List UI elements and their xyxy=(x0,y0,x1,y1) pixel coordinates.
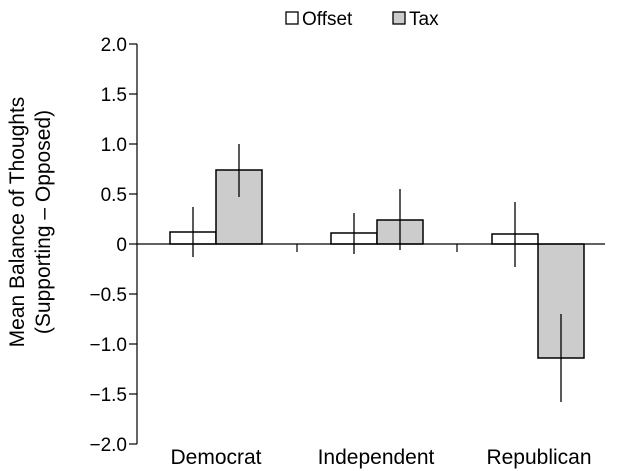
category-label: Democrat xyxy=(170,446,261,469)
y-tick-label: 2.0 xyxy=(101,35,127,56)
y-axis: 2.0 1.5 1.0 0.5 0 −0.5 −1.0 −1.5 −2.0 xyxy=(89,35,138,456)
y-axis-label: Mean Balance of Thoughts (Supporting – Op… xyxy=(6,97,55,348)
bars xyxy=(169,169,585,359)
bar-tax-democrat xyxy=(215,169,263,245)
y-tick-label: −1.0 xyxy=(89,335,127,356)
y-tick-label: −2.0 xyxy=(89,435,127,456)
y-tick-label: 0.5 xyxy=(101,185,127,206)
category-label: Republican xyxy=(486,446,591,469)
legend: Offset Tax xyxy=(285,9,439,30)
category-labels: Democrat Independent Republican xyxy=(170,446,591,469)
legend-label-offset: Offset xyxy=(302,9,353,30)
category-label: Independent xyxy=(318,446,435,469)
legend-swatch-offset xyxy=(285,11,299,25)
legend-swatch-tax xyxy=(392,11,406,25)
y-tick-label: 1.5 xyxy=(101,85,127,106)
y-tick-label: 0 xyxy=(116,235,127,256)
y-axis-label-line: (Supporting – Opposed) xyxy=(32,110,55,334)
y-tick-label: 1.0 xyxy=(101,135,127,156)
error-bars xyxy=(192,144,562,402)
legend-label-tax: Tax xyxy=(409,9,439,30)
y-tick-label: −1.5 xyxy=(89,385,127,406)
y-tick-label: −0.5 xyxy=(89,285,127,306)
y-axis-label-line: Mean Balance of Thoughts xyxy=(6,97,29,348)
x-axis xyxy=(137,243,605,252)
